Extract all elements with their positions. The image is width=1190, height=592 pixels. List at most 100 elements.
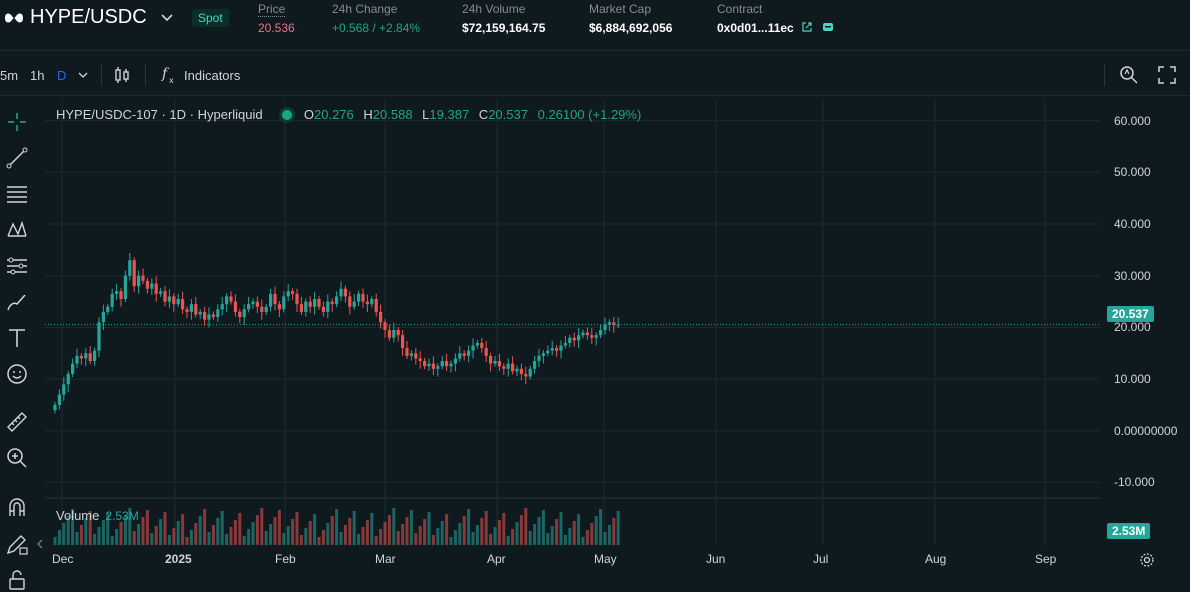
volume-bar (88, 511, 92, 545)
volume-bar (132, 531, 136, 545)
crosshair-icon[interactable] (5, 110, 29, 134)
candle-body (431, 363, 435, 369)
volume-bar (568, 528, 572, 545)
candle-body (255, 301, 259, 307)
quick-search-icon[interactable] (1118, 64, 1140, 86)
lock-icon[interactable] (5, 568, 29, 592)
candle-body (352, 301, 356, 307)
time-tick-label: Mar (375, 552, 396, 566)
volume-bar (119, 522, 123, 545)
interval-1h[interactable]: 1h (30, 68, 45, 83)
collapse-toolbar-icon[interactable] (36, 538, 44, 550)
candle-body (550, 348, 554, 351)
volume-bar (348, 518, 352, 545)
volume-bar (167, 535, 171, 545)
time-tick-label: Jul (813, 552, 829, 566)
volume-bar (599, 509, 603, 545)
volume-bar (541, 510, 545, 545)
candle-body (295, 293, 299, 305)
candle-body (172, 296, 176, 305)
candle-body (524, 373, 528, 377)
volume-bar (519, 515, 523, 545)
candle-body (326, 301, 330, 312)
ruler-icon[interactable] (5, 410, 29, 434)
volume-bar (66, 516, 70, 545)
volume-bar (211, 525, 215, 545)
candle-body (585, 332, 589, 336)
legend-open-label: O (303, 107, 314, 122)
trendline-icon[interactable] (5, 146, 29, 170)
volume-bar (405, 517, 409, 545)
fullscreen-icon[interactable] (1156, 64, 1178, 86)
volume-bar (484, 511, 488, 545)
lock-drawing-icon[interactable] (5, 532, 29, 556)
candle-body (493, 361, 497, 364)
legend-symbol[interactable]: HYPE/USDC-107 · 1D · Hyperliquid (56, 107, 263, 122)
candle-body (497, 361, 501, 367)
candle-body (489, 355, 493, 364)
candle-body (159, 291, 163, 294)
candle-body (594, 335, 598, 338)
volume-bar (427, 512, 431, 545)
candle-body (163, 291, 167, 302)
volume-bar (216, 518, 220, 545)
volume-bar (581, 537, 585, 545)
emoji-icon[interactable] (5, 362, 29, 386)
volume-bar (475, 525, 479, 545)
candle-body (185, 309, 189, 312)
pair-selector[interactable]: HYPE/USDC (30, 6, 147, 28)
candle-body (238, 311, 242, 318)
volume-bar (471, 532, 475, 545)
drawing-toolbar (0, 100, 43, 592)
settings-gear-icon[interactable] (1139, 552, 1155, 568)
candle-body (93, 350, 97, 362)
toolbar-divider (1104, 64, 1105, 86)
brush-icon[interactable] (5, 290, 29, 314)
price-chart[interactable] (45, 100, 1100, 545)
price-label: Price (258, 2, 286, 17)
candle-body (53, 404, 57, 411)
volume-bar (84, 518, 88, 545)
interval-chevron-icon[interactable] (78, 70, 88, 80)
candle-body (418, 358, 422, 362)
volume-bar (313, 514, 317, 545)
contract-stat: Contract 0x0d01...11ec (717, 2, 834, 35)
legend-low-label: L (422, 107, 430, 122)
legend-change: 0.26100 (+1.29%) (537, 107, 642, 122)
candle-body (203, 311, 207, 320)
candle-body (379, 311, 383, 323)
fx-icon[interactable]: f x (161, 65, 179, 85)
volume-bar (286, 526, 290, 545)
volume-bar (203, 509, 207, 545)
volume-bar (181, 514, 185, 545)
chevron-down-icon[interactable] (160, 11, 174, 25)
gann-icon[interactable] (5, 254, 29, 278)
market-cap-label: Market Cap (589, 2, 652, 16)
volume-bar (238, 513, 242, 545)
text-icon[interactable] (5, 326, 29, 350)
volume-bar (387, 515, 391, 545)
candle-body (348, 296, 352, 307)
candle-body (423, 361, 427, 367)
candle-body (286, 291, 290, 297)
volume-bar (137, 524, 141, 545)
indicators-button[interactable]: Indicators (184, 68, 241, 83)
candles-icon[interactable] (113, 66, 131, 84)
pattern-icon[interactable] (5, 218, 29, 242)
fib-icon[interactable] (5, 182, 29, 206)
volume-bar (594, 516, 598, 545)
magnet-icon[interactable] (5, 496, 29, 520)
candle-body (480, 342, 484, 349)
volume-bar (330, 516, 334, 545)
wallet-icon[interactable] (822, 21, 834, 33)
candle-body (304, 301, 308, 312)
external-link-icon[interactable] (801, 21, 813, 33)
volume-bar (511, 529, 515, 545)
candle-body (401, 335, 405, 349)
zoom-in-icon[interactable] (5, 446, 29, 470)
volume-bar (233, 520, 237, 545)
interval-1d[interactable]: D (57, 68, 67, 83)
contract-address-link[interactable]: 0x0d01...11ec (717, 21, 794, 35)
svg-text:f: f (161, 66, 170, 82)
interval-5m[interactable]: 5m (0, 68, 19, 83)
